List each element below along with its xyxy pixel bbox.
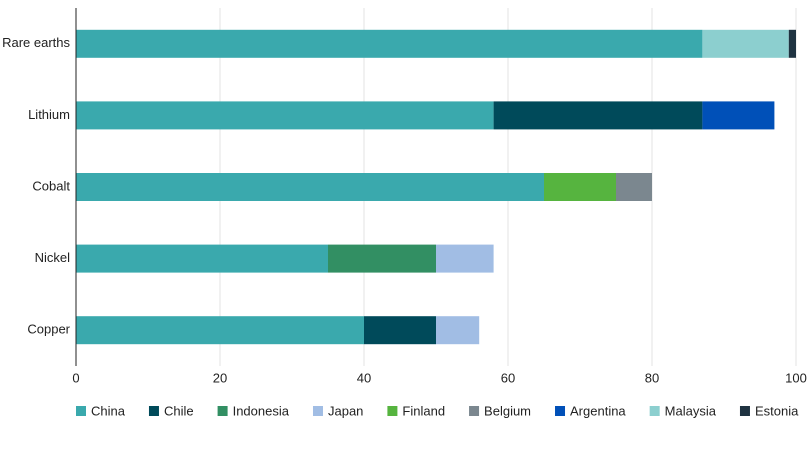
bar-segment (76, 29, 703, 58)
legend-swatch (469, 406, 480, 416)
legend-label: Chile (164, 403, 194, 418)
x-tick-label: 20 (213, 370, 227, 385)
legend-label: Malaysia (665, 403, 717, 418)
bar-segment (702, 101, 775, 130)
y-tick-label: Cobalt (32, 178, 70, 193)
bar-segment (788, 29, 796, 58)
bar-segment (544, 173, 616, 201)
y-tick-label: Copper (27, 322, 70, 337)
bar-segment (616, 173, 652, 201)
bar-segment (76, 101, 494, 130)
legend-label: Japan (328, 403, 363, 418)
x-tick-label: 80 (645, 370, 659, 385)
legend-swatch (739, 406, 750, 416)
legend-swatch (76, 406, 86, 416)
legend-swatch (148, 406, 159, 416)
bar-segment (493, 101, 703, 130)
legend-swatch (312, 406, 323, 416)
bar-segment (76, 244, 328, 273)
x-tick-label: 100 (785, 370, 807, 385)
legend-label: Argentina (570, 403, 626, 418)
legend-label: Indonesia (233, 403, 290, 418)
legend-swatch (217, 406, 228, 416)
bar-segment (328, 244, 436, 273)
y-tick-label: Rare earths (2, 35, 70, 50)
legend-label: Finland (402, 403, 445, 418)
x-tick-label: 40 (357, 370, 371, 385)
bar-segment (702, 29, 789, 58)
legend-swatch (649, 406, 660, 416)
bar-segment (436, 316, 480, 345)
y-tick-label: Lithium (28, 107, 70, 122)
y-tick-label: Nickel (35, 250, 71, 265)
x-tick-label: 60 (501, 370, 515, 385)
bar-segment (76, 316, 364, 345)
legend-label: China (91, 403, 126, 418)
x-tick-label: 0 (72, 370, 79, 385)
legend-swatch (555, 406, 566, 416)
bar-segment (436, 244, 494, 273)
bar-segment (76, 173, 544, 201)
legend-swatch (387, 406, 398, 416)
legend-label: Belgium (484, 403, 531, 418)
bar-segment (364, 316, 436, 345)
legend-label: Estonia (755, 403, 799, 418)
